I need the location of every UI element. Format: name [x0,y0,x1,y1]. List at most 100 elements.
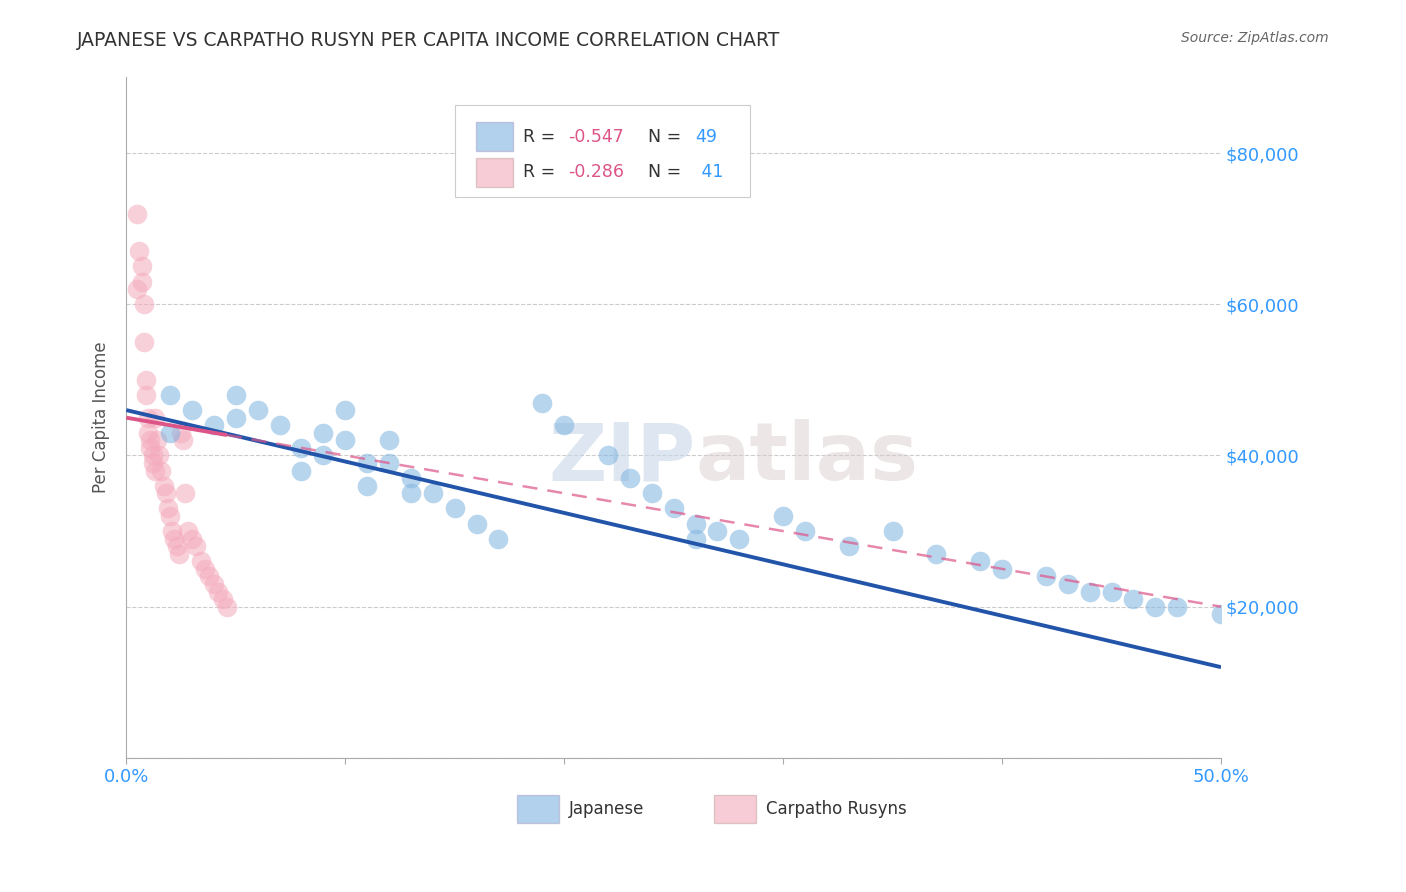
Point [706,524,728,538]
Point [553,418,575,433]
Point [176,524,198,538]
Point [991,562,1014,576]
Point [685,516,707,531]
Point [202,577,225,591]
Text: N =: N = [648,128,688,145]
Point [619,471,641,485]
Point [925,547,948,561]
Point [1101,584,1123,599]
Point [1056,577,1078,591]
Point [225,410,247,425]
Point [1166,599,1188,614]
Point [662,501,685,516]
Point [207,584,229,599]
Point [194,562,217,576]
Point [181,403,204,417]
Point [167,547,190,561]
Point [159,508,181,523]
Point [1035,569,1057,583]
Text: ZIP: ZIP [548,419,696,498]
Point [596,449,619,463]
Point [148,449,170,463]
Point [135,388,157,402]
Point [465,516,488,531]
Point [312,425,335,440]
Point [1209,607,1232,622]
Point [143,410,166,425]
Y-axis label: Per Capita Income: Per Capita Income [93,342,110,493]
Point [356,479,378,493]
Point [174,486,197,500]
Point [399,471,422,485]
Point [246,403,269,417]
Point [882,524,904,538]
Point [163,532,186,546]
Text: -0.286: -0.286 [568,163,624,181]
Point [152,479,174,493]
Point [1078,584,1101,599]
Point [143,464,166,478]
Point [531,395,554,409]
Point [166,539,188,553]
Point [312,449,335,463]
FancyBboxPatch shape [475,158,513,187]
Point [136,410,159,425]
Text: -0.547: -0.547 [568,128,624,145]
Point [290,464,312,478]
Point [142,456,165,470]
Point [335,434,357,448]
Point [443,501,465,516]
Point [162,524,184,538]
Point [190,554,212,568]
Text: JAPANESE VS CARPATHO RUSYN PER CAPITA INCOME CORRELATION CHART: JAPANESE VS CARPATHO RUSYN PER CAPITA IN… [77,31,780,50]
Text: atlas: atlas [696,419,918,498]
Point [1122,592,1144,607]
Point [399,486,422,500]
Point [378,434,401,448]
Point [269,418,291,433]
Text: Source: ZipAtlas.com: Source: ZipAtlas.com [1181,31,1329,45]
Point [150,464,173,478]
Point [155,486,177,500]
Text: 49: 49 [696,128,717,145]
Text: 41: 41 [696,163,723,181]
Point [159,425,181,440]
Text: N =: N = [648,163,688,181]
Point [170,425,193,440]
Point [139,441,162,455]
Point [1144,599,1167,614]
Point [378,456,401,470]
Point [181,532,204,546]
Text: R =: R = [523,128,561,145]
FancyBboxPatch shape [475,121,513,152]
Point [128,244,150,259]
Point [215,599,238,614]
Point [136,425,159,440]
Point [131,260,153,274]
Point [969,554,991,568]
Point [290,441,312,455]
Point [335,403,357,417]
FancyBboxPatch shape [517,795,558,822]
Point [225,388,247,402]
Point [132,297,155,311]
Text: R =: R = [523,163,561,181]
Point [142,449,165,463]
Point [131,275,153,289]
Point [728,532,751,546]
FancyBboxPatch shape [714,795,756,822]
Point [159,388,181,402]
Point [172,434,194,448]
Point [186,539,208,553]
Point [488,532,510,546]
Point [838,539,860,553]
Point [772,508,794,523]
Point [156,501,179,516]
Point [202,418,225,433]
Point [127,206,149,220]
Point [641,486,664,500]
Point [356,456,378,470]
Point [211,592,233,607]
Point [794,524,817,538]
Point [685,532,707,546]
